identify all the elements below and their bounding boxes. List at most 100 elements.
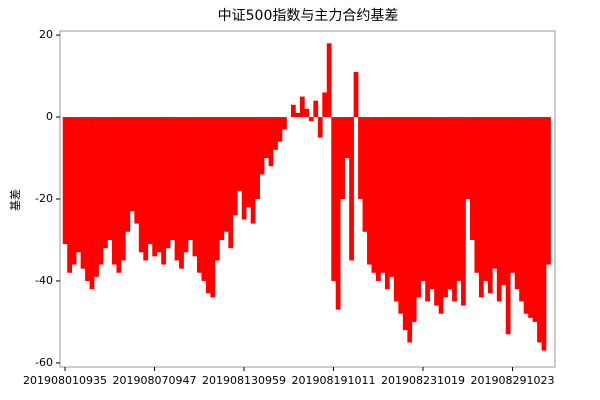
bar: [219, 117, 225, 240]
bar: [438, 117, 444, 314]
bar: [273, 117, 278, 150]
bar: [344, 117, 350, 159]
bar: [376, 117, 381, 281]
bar: [326, 43, 332, 118]
bar: [80, 117, 86, 269]
y-tick-label: 0: [46, 110, 53, 123]
bar: [179, 117, 184, 269]
bar: [170, 117, 175, 240]
bar: [282, 117, 287, 130]
bar: [143, 117, 149, 261]
bar: [71, 117, 77, 265]
bar: [528, 117, 533, 318]
bar: [523, 117, 529, 314]
y-tick-label: -20: [35, 192, 53, 205]
bar: [255, 117, 260, 199]
y-tick-label: -40: [35, 274, 53, 287]
bar: [290, 104, 296, 118]
bar: [89, 117, 95, 290]
bar: [192, 117, 198, 257]
bar: [447, 117, 453, 290]
bar: [349, 117, 354, 261]
bar: [210, 117, 216, 298]
bar: [434, 117, 439, 306]
bar: [237, 117, 243, 191]
chart-title: 中证500指数与主力合约基差: [218, 7, 399, 24]
bar: [322, 92, 328, 118]
x-tick-label: 201908130959: [202, 374, 286, 387]
bar: [152, 117, 158, 257]
bar: [241, 117, 247, 220]
bar: [250, 117, 256, 224]
bar: [461, 117, 466, 306]
bar: [402, 117, 408, 331]
bar: [197, 117, 202, 273]
bar: [478, 117, 484, 298]
bar: [452, 117, 457, 302]
bar: [259, 117, 265, 175]
bar: [120, 117, 126, 261]
bar: [116, 117, 122, 273]
bar: [501, 117, 507, 286]
bar: [183, 117, 189, 253]
bar: [393, 117, 399, 302]
x-tick-label: 201908010935: [23, 374, 107, 387]
x-tick-label: 201908070947: [113, 374, 197, 387]
bar: [98, 117, 104, 265]
y-axis-label: 基差: [8, 189, 22, 211]
bar: [62, 117, 68, 245]
bar: [134, 117, 140, 224]
bar: [205, 117, 211, 294]
bar: [443, 117, 448, 298]
bar: [308, 117, 314, 122]
bar: [353, 71, 359, 118]
bar: [389, 117, 395, 277]
x-tick-label: 201908191011: [292, 374, 376, 387]
bar: [76, 117, 81, 253]
bar: [299, 96, 305, 118]
bar: [546, 117, 551, 265]
bar: [223, 117, 229, 232]
bar: [264, 117, 269, 159]
bar: [295, 112, 301, 118]
bar: [514, 117, 520, 290]
bar: [505, 117, 511, 335]
bar: [85, 117, 90, 281]
bar: [492, 117, 498, 269]
bar: [174, 117, 180, 261]
bar: [232, 117, 238, 216]
y-tick-label: 20: [39, 28, 53, 41]
bar: [487, 117, 493, 294]
bar: [416, 117, 422, 298]
x-tick-label: 201908231019: [381, 374, 465, 387]
bar: [496, 117, 502, 302]
bar: [147, 117, 153, 245]
bar: [111, 117, 117, 265]
bar: [313, 100, 319, 118]
bar: [304, 108, 310, 118]
bar: [331, 117, 337, 281]
bar: [138, 117, 144, 253]
bar: [483, 117, 489, 281]
bar: [384, 117, 390, 290]
bar: [228, 117, 234, 249]
bar: [335, 117, 341, 310]
bar: [277, 117, 283, 142]
bar: [268, 117, 274, 167]
bar: [358, 117, 363, 199]
bar: [367, 117, 372, 265]
bar: [411, 117, 417, 322]
bar: [425, 117, 431, 302]
bar: [125, 117, 131, 232]
bar: [469, 117, 475, 240]
bar: [94, 117, 99, 277]
bar: [161, 117, 166, 265]
bar: [429, 117, 435, 290]
bar: [67, 117, 73, 273]
bar: [456, 117, 462, 281]
x-tick-label: 201908291023: [471, 374, 555, 387]
bar: [156, 117, 162, 253]
bar: [317, 117, 323, 138]
bar: [474, 117, 480, 273]
